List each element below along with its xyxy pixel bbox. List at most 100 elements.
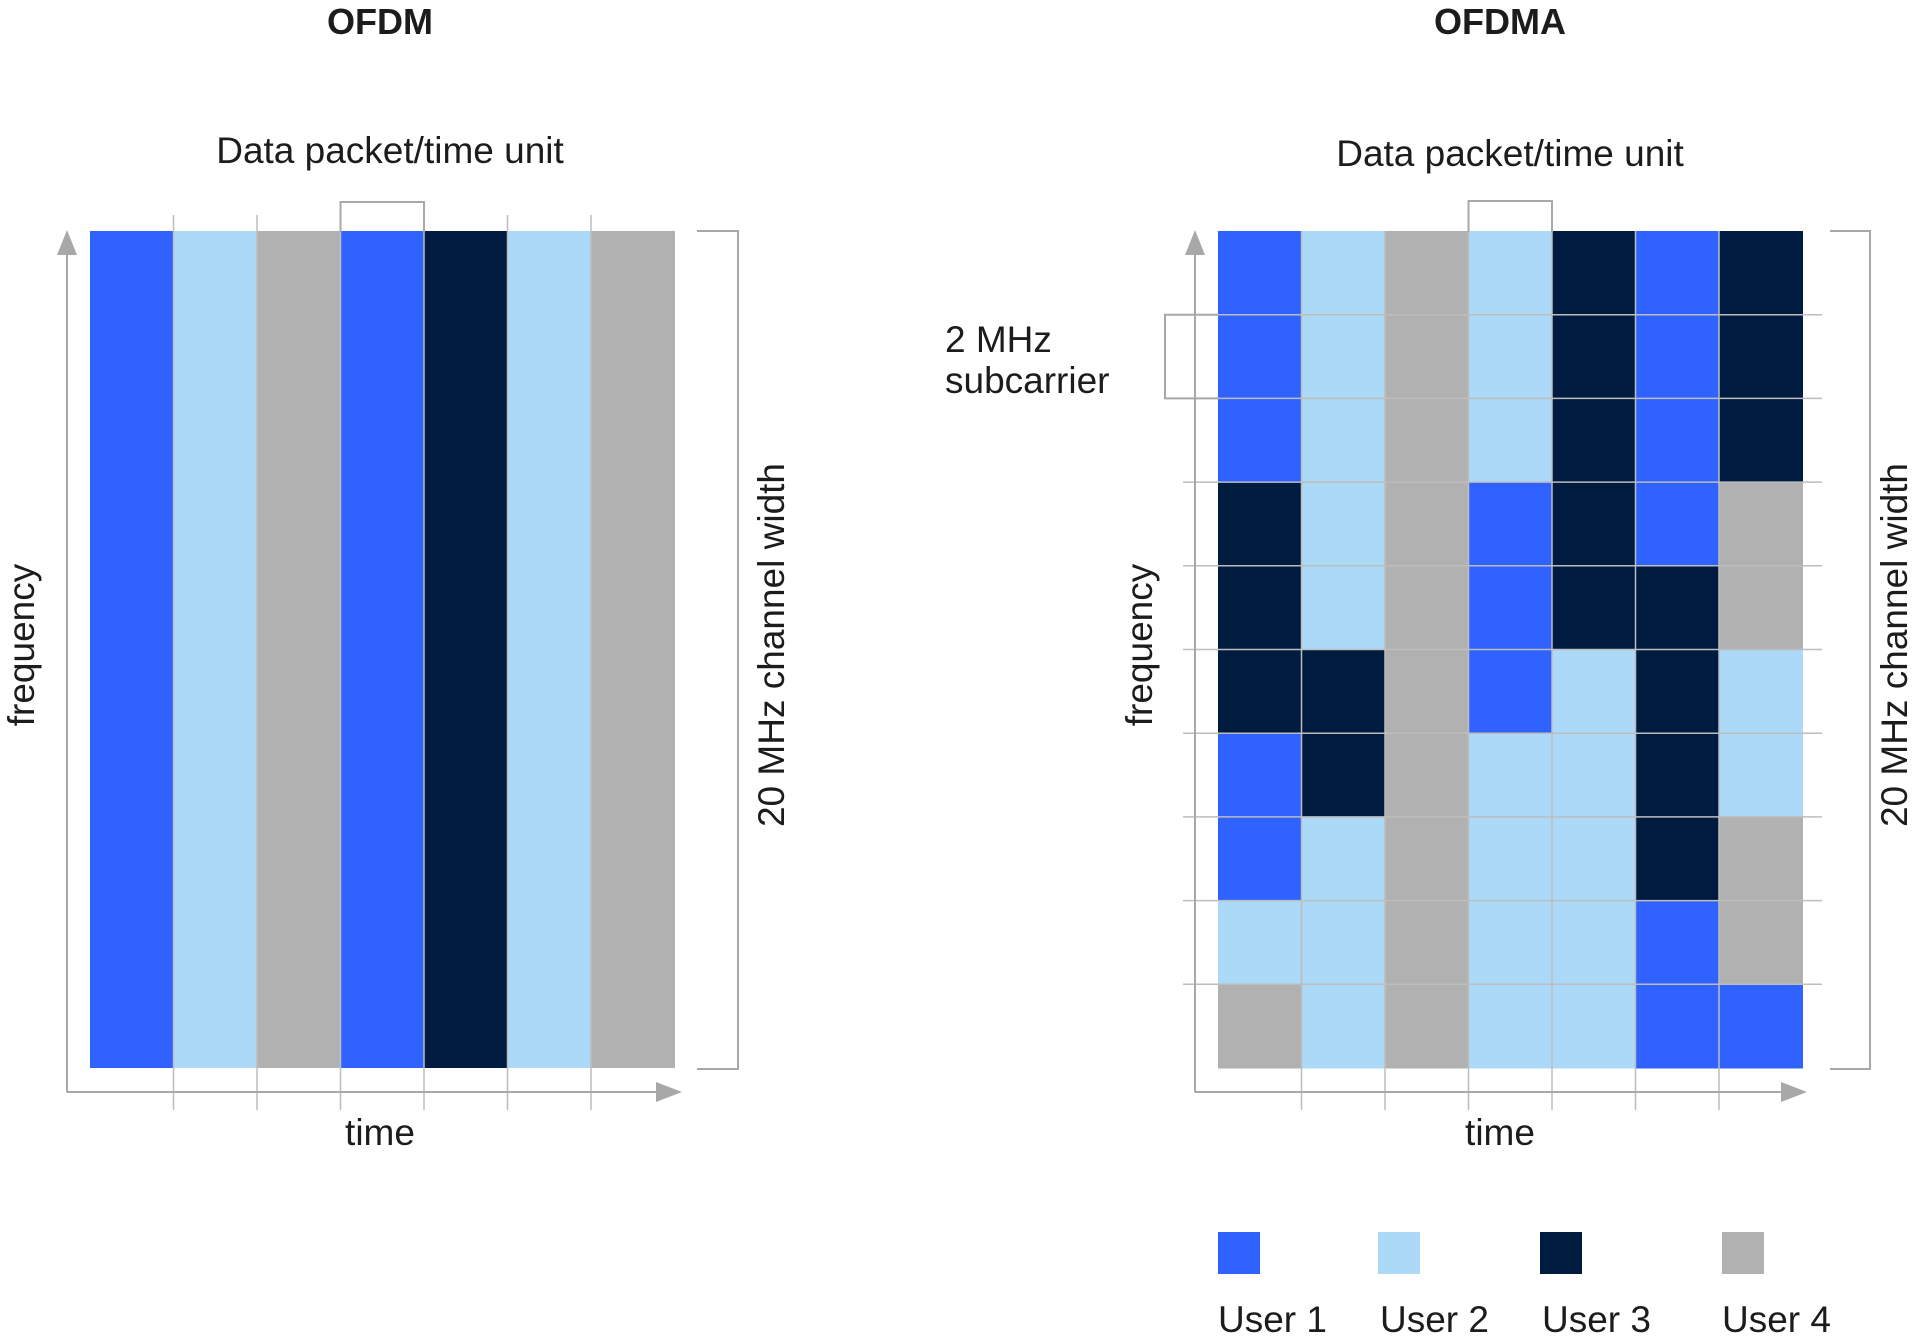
ofdma-cell — [1218, 984, 1302, 1069]
ofdma-cell — [1635, 565, 1720, 650]
ofdma-cell — [1301, 900, 1386, 985]
ofdm-column — [424, 231, 508, 1068]
ofdma-cell — [1468, 398, 1553, 483]
ofdma-cell — [1635, 733, 1720, 818]
ofdma-packet-label: Data packet/time unit — [1336, 133, 1684, 174]
legend-swatch-user2 — [1378, 1232, 1420, 1274]
ofdma-cell — [1552, 398, 1636, 483]
subcarrier-bracket — [1164, 313, 1218, 400]
ofdma-cell — [1468, 984, 1553, 1069]
ofdma-cell — [1385, 816, 1469, 902]
ofdma-cell — [1635, 816, 1720, 902]
ofdma-cell — [1468, 816, 1553, 902]
ofdma-cell — [1719, 482, 1803, 567]
ofdma-cell — [1218, 565, 1302, 650]
ofdm-column — [591, 231, 675, 1068]
ofdma-cell — [1385, 733, 1469, 818]
ofdma-cell — [1301, 398, 1386, 483]
ofdma-cell — [1719, 649, 1803, 734]
ofdma-packet-bracket — [1467, 200, 1553, 232]
ofdm-column — [173, 231, 258, 1068]
ofdma-cell — [1301, 565, 1386, 650]
ofdma-cell — [1468, 649, 1553, 734]
ofdma-title: OFDMA — [1434, 1, 1566, 42]
ofdm-title: OFDM — [327, 1, 433, 42]
ofdma-cell — [1719, 984, 1803, 1069]
ofdm-diagram — [57, 201, 739, 1110]
ofdma-y-arrow — [1185, 230, 1205, 255]
ofdm-y-arrow — [57, 230, 77, 255]
ofdma-cell — [1385, 900, 1469, 985]
ofdma-cell — [1218, 649, 1302, 734]
ofdma-cell — [1719, 565, 1803, 650]
ofdma-cell — [1719, 733, 1803, 818]
ofdma-cell — [1301, 984, 1386, 1069]
ofdma-cell — [1301, 816, 1386, 902]
ofdma-cell — [1635, 649, 1720, 734]
legend-swatch-user3 — [1540, 1232, 1582, 1274]
ofdma-cell — [1301, 231, 1386, 316]
ofdm-packet-bracket — [339, 201, 425, 232]
ofdma-cell — [1552, 565, 1636, 650]
ofdma-cell — [1635, 398, 1720, 483]
ofdma-x-arrow — [1781, 1082, 1807, 1102]
ofdma-cell — [1385, 398, 1469, 483]
ofdma-cell — [1552, 984, 1636, 1069]
ofdma-cell — [1468, 314, 1553, 399]
ofdma-cell — [1301, 649, 1386, 734]
ofdma-cell — [1635, 231, 1720, 316]
legend-label-user3: User 3 — [1542, 1299, 1651, 1340]
ofdma-cell — [1468, 733, 1553, 818]
ofdma-cell — [1719, 816, 1803, 902]
ofdma-cell — [1552, 733, 1636, 818]
ofdma-cell — [1719, 398, 1803, 483]
ofdma-cell — [1218, 733, 1302, 818]
ofdma-cell — [1552, 314, 1636, 399]
ofdm-column — [90, 231, 174, 1068]
ofdma-cell — [1301, 314, 1386, 399]
ofdma-width-bracket — [1830, 230, 1871, 1070]
ofdm-column — [507, 231, 592, 1068]
ofdma-cell — [1552, 231, 1636, 316]
ofdma-x-label: time — [1465, 1112, 1535, 1153]
ofdma-cell — [1468, 231, 1553, 316]
ofdm-column — [340, 231, 425, 1068]
legend-label-user4: User 4 — [1722, 1299, 1831, 1340]
ofdma-cell — [1385, 314, 1469, 399]
ofdm-x-label: time — [345, 1112, 415, 1153]
ofdma-cell — [1719, 900, 1803, 985]
ofdma-cell — [1218, 816, 1302, 902]
ofdma-cell — [1635, 314, 1720, 399]
ofdma-cell — [1468, 482, 1553, 567]
ofdm-packet-label: Data packet/time unit — [216, 130, 564, 171]
ofdm-width-bracket — [697, 230, 739, 1070]
subcarrier-label-line2: subcarrier — [945, 360, 1110, 401]
legend-swatch-user4 — [1722, 1232, 1764, 1274]
ofdma-cell — [1552, 649, 1636, 734]
legend-label-user1: User 1 — [1218, 1299, 1327, 1340]
ofdm-x-arrow — [656, 1082, 682, 1102]
ofdma-cell — [1218, 398, 1302, 483]
ofdma-cell — [1385, 984, 1469, 1069]
ofdm-width-label: 20 MHz channel width — [751, 462, 792, 828]
ofdma-cell — [1218, 314, 1302, 399]
legend-label-user2: User 2 — [1380, 1299, 1489, 1340]
ofdm-column — [257, 231, 341, 1068]
ofdma-cell — [1218, 900, 1302, 985]
ofdma-cell — [1552, 816, 1636, 902]
ofdma-cell — [1468, 900, 1553, 985]
ofdma-cell — [1719, 314, 1803, 399]
subcarrier-label-line1: 2 MHz — [945, 319, 1052, 360]
ofdma-cell — [1385, 482, 1469, 567]
ofdma-cell — [1385, 649, 1469, 734]
legend-swatch-user1 — [1218, 1232, 1260, 1274]
ofdma-width-label: 20 MHz channel width — [1874, 462, 1915, 828]
ofdma-cell — [1385, 231, 1469, 316]
ofdm-y-label: frequency — [1, 563, 42, 727]
ofdma-cell — [1552, 482, 1636, 567]
ofdma-y-label: frequency — [1119, 563, 1160, 727]
ofdma-diagram — [1164, 200, 1871, 1110]
ofdma-cell — [1552, 900, 1636, 985]
ofdma-cell — [1635, 900, 1720, 985]
